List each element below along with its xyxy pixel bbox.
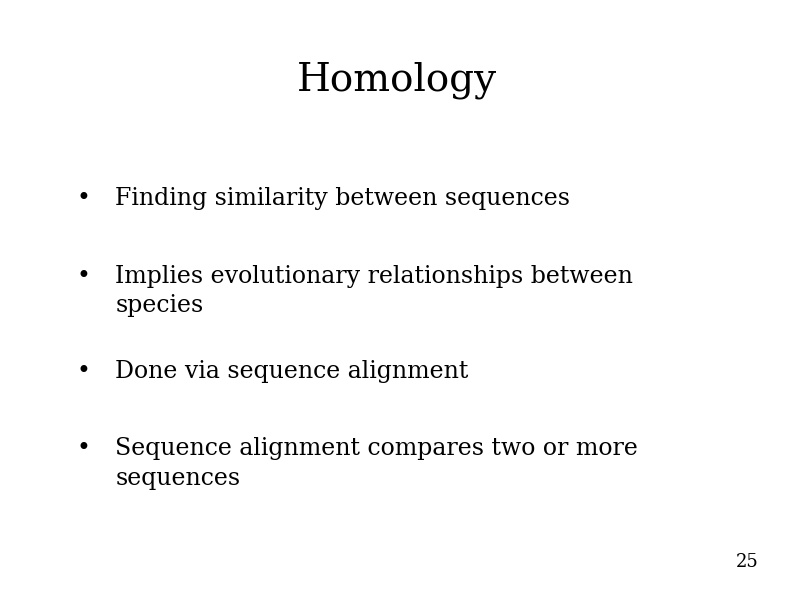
- Text: Implies evolutionary relationships between
species: Implies evolutionary relationships betwe…: [115, 265, 633, 317]
- Text: •: •: [76, 187, 91, 211]
- Text: Sequence alignment compares two or more
sequences: Sequence alignment compares two or more …: [115, 437, 638, 490]
- Text: •: •: [76, 265, 91, 288]
- Text: •: •: [76, 360, 91, 383]
- Text: Done via sequence alignment: Done via sequence alignment: [115, 360, 468, 383]
- Text: •: •: [76, 437, 91, 461]
- Text: 25: 25: [735, 553, 758, 571]
- Text: Homology: Homology: [297, 61, 497, 99]
- Text: Finding similarity between sequences: Finding similarity between sequences: [115, 187, 570, 211]
